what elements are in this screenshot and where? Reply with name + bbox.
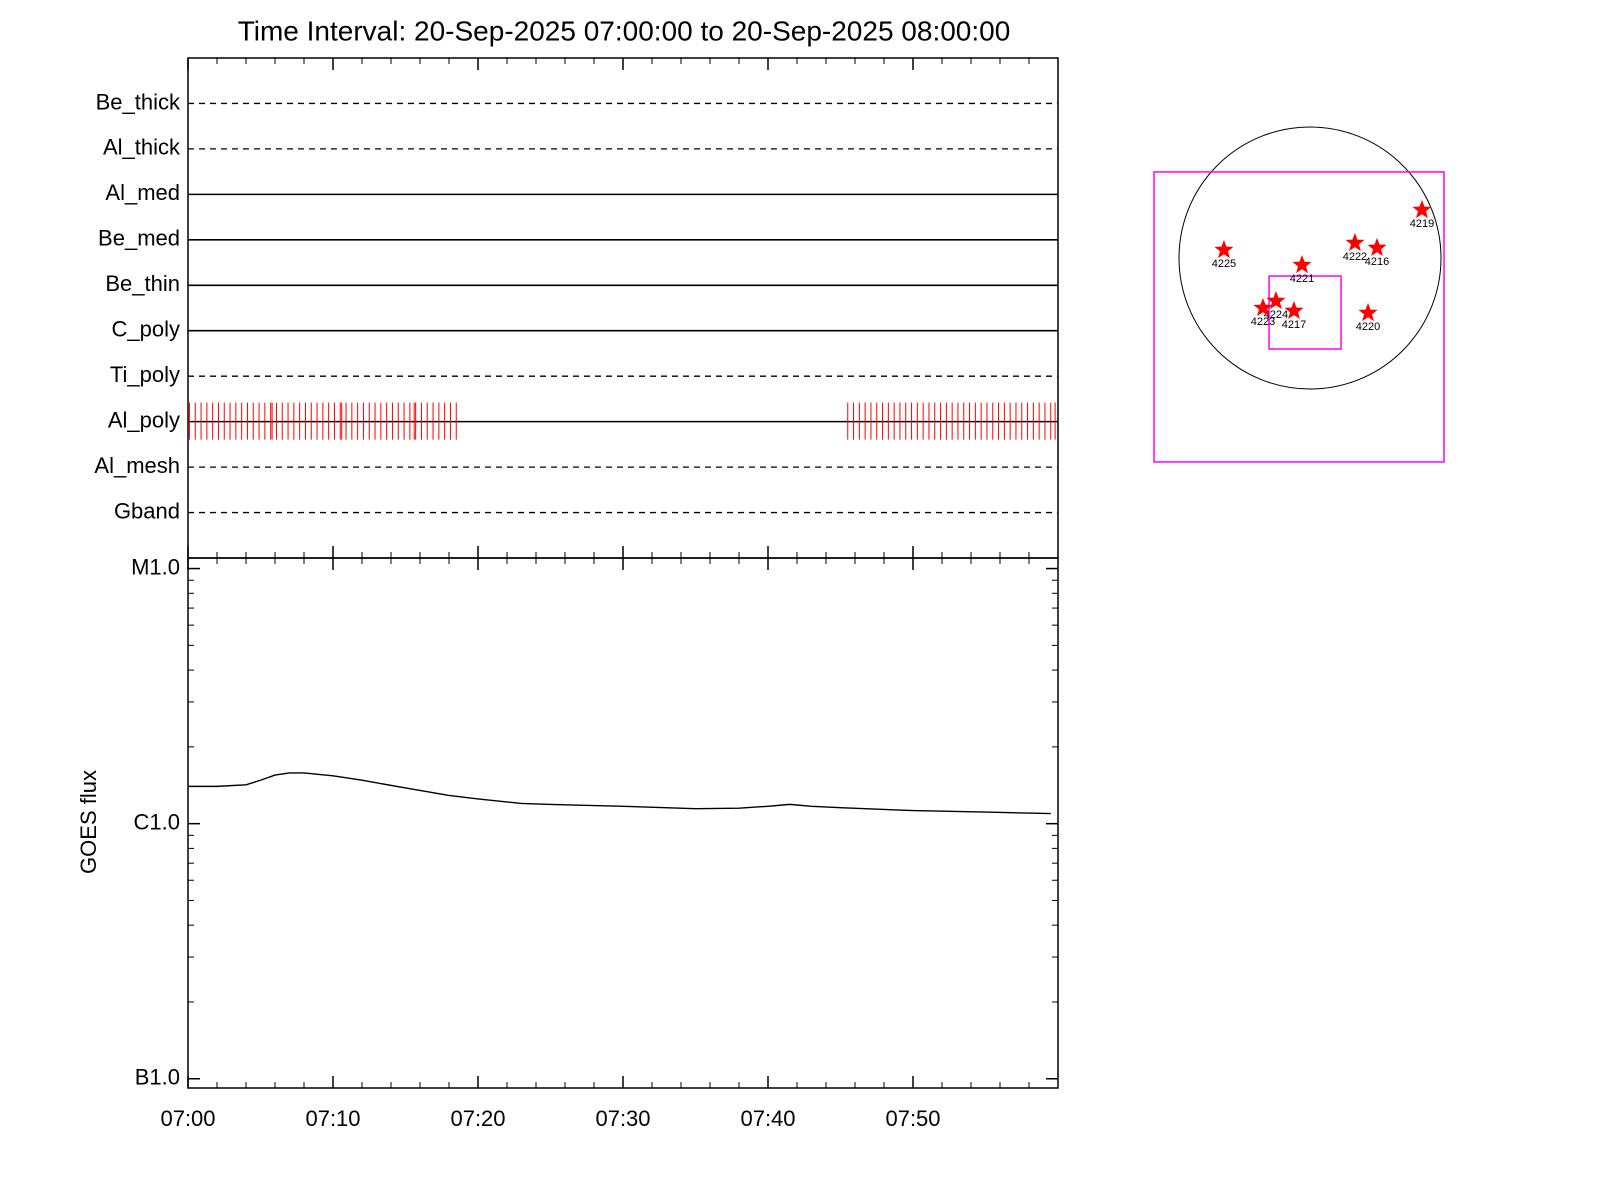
filter-label: Al_poly — [108, 407, 180, 432]
active-region-label: 4223 — [1251, 316, 1275, 328]
x-tick-label: 07:40 — [740, 1106, 795, 1131]
active-region-star — [1358, 303, 1378, 322]
filter-label: Be_thick — [96, 89, 181, 114]
filter-label: Al_thick — [103, 135, 181, 160]
active-region-star — [1214, 240, 1234, 259]
goes-frame — [187, 557, 1059, 1089]
x-tick-label: 07:10 — [305, 1106, 360, 1131]
x-tick-label: 07:20 — [450, 1106, 505, 1131]
active-region-label: 4225 — [1212, 258, 1236, 270]
active-region-star — [1367, 237, 1387, 257]
filter-label: Ti_poly — [110, 362, 180, 387]
active-region-label: 4224 — [1264, 309, 1288, 321]
filter-label: Al_med — [105, 180, 180, 205]
active-region-label: 4220 — [1356, 321, 1380, 333]
x-tick-label: 07:50 — [885, 1106, 940, 1131]
active-region-star — [1345, 232, 1365, 252]
active-region-label: 4221 — [1290, 273, 1314, 285]
y-tick-label: C1.0 — [134, 809, 180, 834]
filter-label: C_poly — [112, 317, 180, 342]
chart-title: Time Interval: 20-Sep-2025 07:00:00 to 2… — [238, 15, 1011, 46]
filter-label: Be_thin — [105, 271, 180, 296]
active-region-star — [1284, 300, 1304, 320]
x-tick-label: 07:30 — [595, 1106, 650, 1131]
active-region-star — [1412, 200, 1432, 219]
filter-label: Be_med — [98, 226, 180, 251]
active-region-label: 4216 — [1365, 256, 1389, 268]
x-tick-label: 07:00 — [160, 1106, 215, 1131]
y-tick-label: M1.0 — [131, 554, 180, 579]
fov-box — [1268, 275, 1342, 350]
solar-disk — [1178, 126, 1442, 390]
active-region-star — [1292, 255, 1312, 274]
active-region-label: 4222 — [1343, 251, 1367, 263]
filter-label: Al_mesh — [94, 453, 180, 478]
filter-label: Gband — [114, 498, 180, 523]
timeline-frame — [187, 57, 1059, 559]
goes-curve — [188, 772, 1051, 815]
y-axis-label: GOES flux — [76, 770, 101, 874]
active-region-star — [1266, 291, 1286, 310]
active-region-label: 4219 — [1410, 218, 1434, 230]
active-region-label: 4217 — [1282, 319, 1306, 331]
fov-box — [1153, 171, 1445, 463]
y-tick-label: B1.0 — [135, 1065, 180, 1090]
active-region-star — [1253, 298, 1273, 317]
